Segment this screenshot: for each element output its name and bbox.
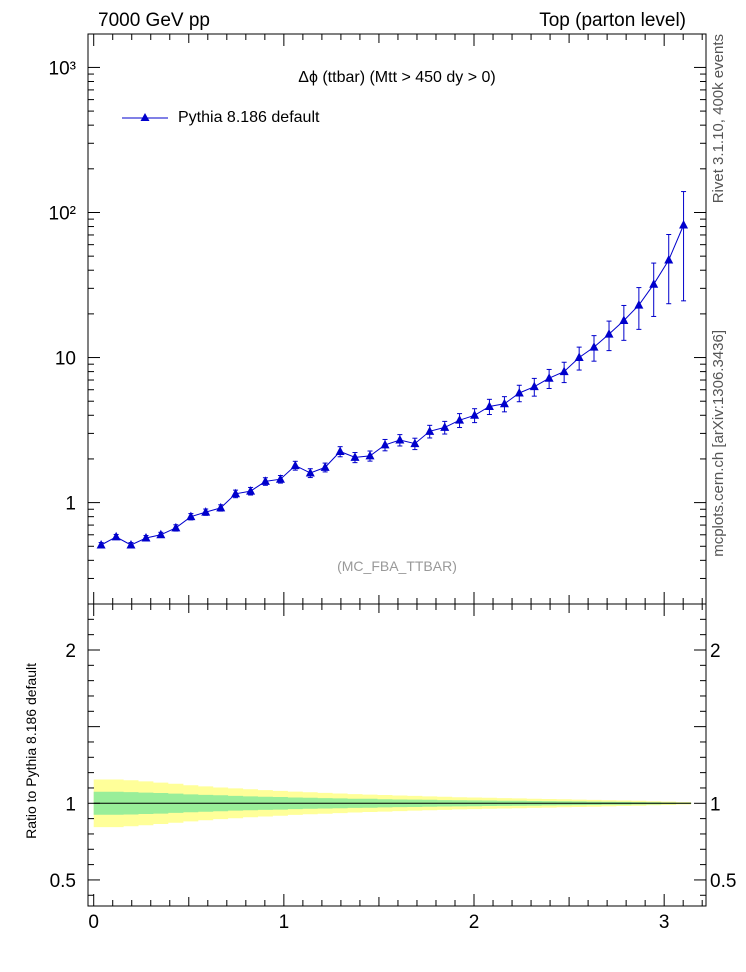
- header-right-label: Top (parton level): [539, 10, 686, 31]
- data-point: [425, 426, 435, 435]
- data-point: [380, 439, 390, 449]
- plot-title: Δϕ (ttbar) (Mtt > 450 dy > 0): [298, 69, 496, 86]
- legend-marker-triangle-icon: [140, 113, 150, 121]
- data-point: [305, 467, 315, 477]
- data-point: [470, 410, 480, 419]
- data-point: [365, 450, 375, 460]
- ratio-x-tick-labels: 0 1 2 3: [88, 912, 669, 933]
- data-point: [186, 511, 196, 521]
- data-point: [290, 460, 300, 470]
- ratio-y-tick-label-right: 1: [710, 794, 721, 815]
- data-point: [216, 502, 226, 512]
- data-point: [231, 488, 241, 498]
- data-point: [335, 446, 345, 456]
- ratio-y-tick-label-right: 0.5: [710, 871, 736, 892]
- data-point: [455, 415, 465, 424]
- ratio-x-tick-label: 3: [659, 912, 670, 933]
- data-point: [410, 438, 420, 448]
- data-point: [514, 387, 524, 397]
- data-point: [484, 401, 494, 410]
- data-point: [679, 219, 689, 229]
- data-point: [201, 507, 211, 516]
- ratio-y-axis-label: Ratio to Pythia 8.186 default: [23, 663, 39, 839]
- legend-entry-pythia: Pythia 8.186 default: [178, 109, 320, 126]
- main-y-tick-labels: 1 10 10² 10³: [49, 58, 76, 514]
- data-point: [634, 300, 644, 309]
- ratio-x-tick-label: 2: [469, 912, 480, 933]
- series-line: [100, 224, 685, 546]
- series-pythia: [96, 191, 689, 549]
- data-point: [156, 529, 166, 539]
- data-point: [649, 279, 659, 288]
- data-point: [664, 255, 674, 264]
- main-y-tick-label: 10³: [49, 58, 76, 79]
- data-point: [141, 533, 151, 542]
- rivet-version-label: Rivet 3.1.10, 400k events: [710, 34, 727, 203]
- data-point: [275, 474, 285, 483]
- data-point: [559, 366, 569, 376]
- main-y-tick-label: 10: [55, 349, 76, 370]
- data-point: [440, 422, 450, 431]
- main-axis-ticks: [88, 34, 706, 605]
- main-y-tick-label: 1: [65, 494, 76, 515]
- ratio-y-tick-label: 2: [65, 641, 76, 662]
- data-point: [574, 352, 584, 362]
- data-point: [126, 540, 136, 549]
- ratio-plot-panel: 0.5 0.5 1 1 2 2 0 1 2 3 Ratio to Pythia 8.186 de…: [23, 603, 737, 933]
- ratio-plot-frame: [87, 603, 707, 907]
- legend: Pythia 8.186 default: [122, 109, 320, 126]
- ratio-y-tick-label-right: 2: [710, 641, 721, 662]
- data-point: [246, 486, 256, 495]
- ratio-x-tick-label: 1: [279, 912, 290, 933]
- ratio-axis-ticks: [88, 604, 706, 906]
- data-point: [111, 531, 121, 541]
- data-point: [320, 462, 330, 471]
- ratio-y-tick-labels: 0.5 0.5 1 1 2 2: [50, 641, 737, 892]
- ratio-x-tick-label: 0: [88, 912, 99, 933]
- data-point: [499, 398, 509, 408]
- header-left-label: 7000 GeV pp: [98, 10, 210, 31]
- data-point: [529, 381, 539, 391]
- data-point: [96, 540, 106, 549]
- data-point: [544, 373, 554, 382]
- data-point: [395, 435, 405, 444]
- main-y-tick-label: 10²: [49, 203, 76, 224]
- data-point: [350, 452, 360, 461]
- ratio-y-tick-label: 1: [65, 794, 76, 815]
- mcplots-citation-label: mcplots.cern.ch [arXiv:1306.3436]: [710, 330, 727, 557]
- data-point: [604, 329, 614, 338]
- data-point: [260, 476, 270, 485]
- ratio-y-tick-label: 0.5: [50, 871, 76, 892]
- data-point: [171, 522, 181, 532]
- data-point: [589, 342, 599, 351]
- data-point: [619, 315, 629, 325]
- analysis-watermark: (MC_FBA_TTBAR): [337, 558, 457, 574]
